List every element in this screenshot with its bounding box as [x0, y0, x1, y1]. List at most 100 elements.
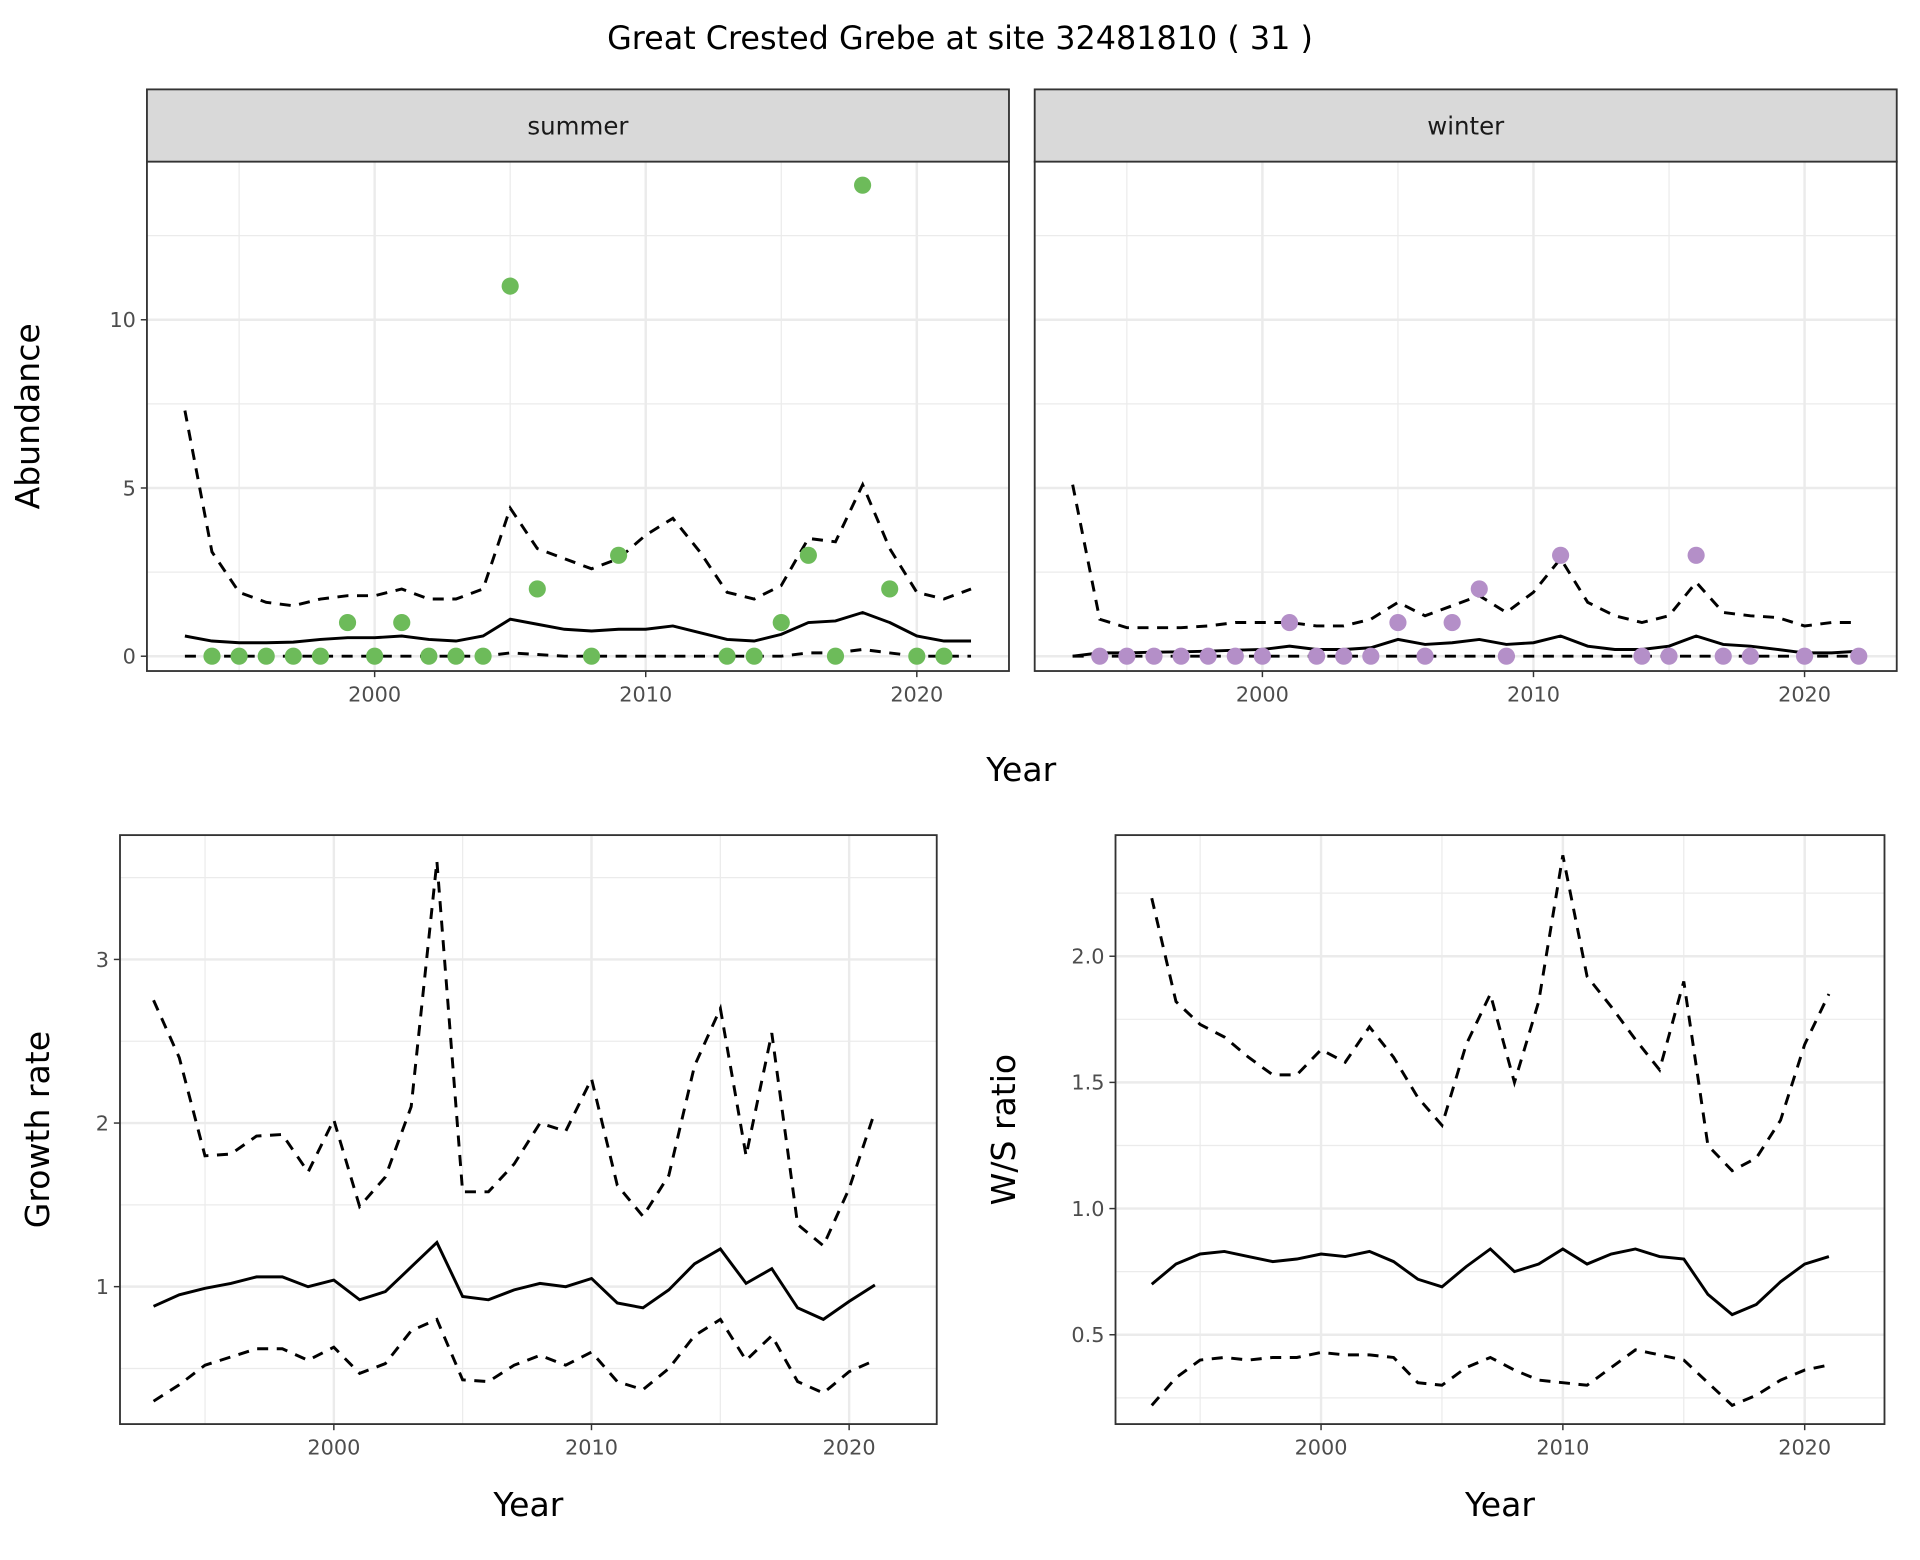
y-tick-label: 0: [123, 645, 136, 669]
y-axis-title: Abundance: [8, 323, 47, 509]
x-tick-label: 2010: [1507, 683, 1560, 707]
y-tick-label: 2.0: [1071, 945, 1104, 969]
data-point: [908, 647, 926, 665]
data-point: [338, 613, 357, 632]
data-point: [1552, 546, 1570, 564]
data-point: [1118, 647, 1136, 665]
panel-border: [119, 834, 938, 1425]
data-point: [528, 580, 546, 598]
data-point: [1308, 647, 1326, 665]
data-point: [501, 277, 519, 295]
lower-bound-line: [152, 1317, 876, 1403]
data-point: [311, 647, 330, 665]
panel-growth-rate: 2000 2010 2020 1 2 3 Year Growth rate: [18, 834, 938, 1524]
data-point: [826, 647, 845, 665]
data-point: [393, 613, 411, 632]
mean-line: [1072, 634, 1859, 658]
x-tick-label: 2010: [565, 1436, 618, 1460]
upper-bound-line: [183, 410, 972, 608]
panel-border: [146, 160, 1010, 672]
panel-winter: 2000 2010 2020 winter: [1033, 88, 1898, 707]
data-point: [718, 647, 736, 665]
figure-title: Great Crested Grebe at site 32481810 ( 3…: [607, 19, 1313, 57]
x-tick-label: 2000: [307, 1436, 360, 1460]
data-point: [1795, 647, 1814, 665]
y-tick-label: 1: [96, 1275, 109, 1299]
data-point: [1253, 647, 1271, 665]
x-axis-title: Year: [492, 1485, 563, 1524]
data-point: [935, 647, 953, 665]
data-point: [257, 647, 275, 665]
data-point: [881, 580, 899, 598]
data-point: [203, 647, 221, 665]
data-point: [1199, 647, 1217, 665]
x-tick-label: 2020: [1778, 1436, 1831, 1460]
data-point: [745, 647, 763, 665]
data-point: [1362, 647, 1380, 665]
data-point: [1145, 647, 1163, 665]
data-point: [1687, 546, 1705, 564]
data-point: [1741, 647, 1759, 665]
x-tick-label: 2020: [890, 683, 943, 707]
facet-strip-label: summer: [527, 112, 629, 141]
data-point: [1497, 647, 1515, 665]
panel-border: [1033, 160, 1898, 672]
y-tick-label: 2: [96, 1111, 109, 1135]
upper-bound-line: [152, 861, 877, 1249]
mean-line: [184, 610, 972, 645]
x-tick-label: 2010: [619, 683, 672, 707]
data-point: [582, 647, 601, 665]
y-tick-label: 1.0: [1071, 1197, 1104, 1221]
panel-summer: 2000 2010 2020 0 5 10 summer Abundance: [8, 88, 1010, 707]
x-axis-title: Year: [1464, 1485, 1535, 1524]
data-point: [1389, 613, 1407, 632]
data-point: [284, 647, 302, 665]
y-tick-label: 10: [109, 308, 135, 332]
data-point: [1660, 647, 1678, 665]
facet-strip: [146, 88, 1010, 163]
y-tick-label: 1.5: [1071, 1071, 1104, 1095]
data-point: [1416, 647, 1434, 665]
upper-bound-line: [1150, 855, 1831, 1173]
x-axis-title: Year: [985, 750, 1056, 789]
mean-line: [1150, 1247, 1830, 1317]
mean-line: [152, 1240, 876, 1322]
data-point: [366, 647, 384, 665]
x-tick-label: 2010: [1536, 1436, 1589, 1460]
data-point: [474, 647, 492, 665]
lower-bound-line: [1150, 1348, 1830, 1408]
data-point: [447, 647, 465, 665]
data-point: [1226, 647, 1244, 665]
data-point: [1443, 613, 1461, 632]
upper-bound-line: [1071, 484, 1859, 630]
x-tick-label: 2020: [1778, 683, 1831, 707]
data-point: [230, 647, 248, 665]
data-point: [1850, 647, 1868, 665]
y-axis-title: W/S ratio: [984, 1054, 1023, 1206]
data-point: [1335, 647, 1353, 665]
y-tick-label: 5: [123, 476, 136, 500]
panel-border: [1114, 834, 1886, 1425]
facet-strip-label: winter: [1427, 112, 1505, 141]
y-tick-label: 0.5: [1071, 1323, 1104, 1347]
data-point: [420, 647, 438, 665]
data-point: [1714, 647, 1732, 665]
x-tick-label: 2000: [348, 683, 401, 707]
data-point: [1091, 647, 1109, 665]
x-tick-label: 2000: [1295, 1436, 1348, 1460]
facet-strip: [1033, 88, 1898, 163]
data-point: [1280, 613, 1299, 632]
data-point: [799, 546, 817, 564]
data-point: [854, 176, 872, 194]
data-point: [1172, 647, 1190, 665]
y-axis-title: Growth rate: [18, 1031, 57, 1228]
x-tick-label: 2000: [1236, 683, 1289, 707]
y-tick-label: 3: [96, 948, 109, 972]
data-point: [1470, 580, 1488, 598]
panel-w-s-ratio: 2000 2010 2020 0.5 1.0 1.5 2.0 Year W/S ratio: [984, 834, 1886, 1524]
data-point: [772, 613, 790, 632]
x-tick-label: 2020: [823, 1436, 876, 1460]
data-point: [610, 546, 628, 564]
data-point: [1633, 647, 1651, 665]
